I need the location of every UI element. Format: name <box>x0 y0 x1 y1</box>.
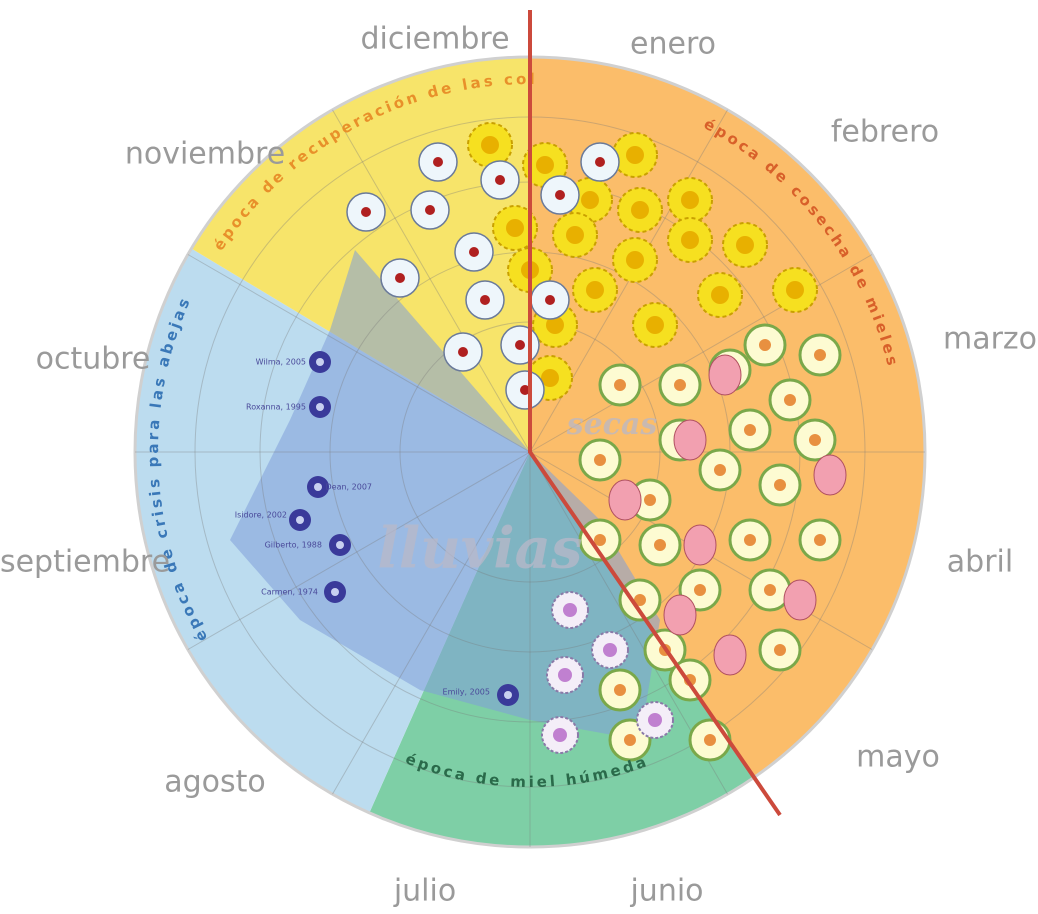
pink-flower <box>674 420 706 460</box>
flower-center <box>759 339 771 351</box>
flower-center <box>646 316 664 334</box>
flower-center <box>674 379 686 391</box>
hurricane-label: Gilberto, 1988 <box>265 541 322 550</box>
month-label: octubre <box>36 342 151 377</box>
hurricane-label: Wilma, 2005 <box>256 358 306 367</box>
flower-center <box>545 295 555 305</box>
flower-center <box>744 534 756 546</box>
flower-center <box>594 454 606 466</box>
rain-label: lluvias <box>378 516 583 582</box>
flower-center <box>786 281 804 299</box>
flower-center <box>694 584 706 596</box>
pink-flower <box>684 525 716 565</box>
flower-center <box>361 207 371 217</box>
flower-center <box>433 157 443 167</box>
month-label: abril <box>947 545 1013 580</box>
hurricane-eye <box>314 483 322 491</box>
flower-center <box>481 136 499 154</box>
month-label: marzo <box>943 322 1037 357</box>
flower-center <box>631 201 649 219</box>
flower-center <box>515 340 525 350</box>
pink-flower <box>664 595 696 635</box>
month-label: julio <box>393 874 456 909</box>
flower-center <box>814 349 826 361</box>
hurricane-eye <box>504 691 512 699</box>
flower-center <box>566 226 584 244</box>
flower-center <box>814 534 826 546</box>
hurricane-label: Roxanna, 1995 <box>246 403 306 412</box>
dry-label: secas <box>566 407 658 442</box>
hurricane-label: Dean, 2007 <box>326 483 373 492</box>
flower-center <box>681 191 699 209</box>
hurricane-eye <box>336 541 344 549</box>
flower-center <box>555 190 565 200</box>
flower-center <box>581 191 599 209</box>
month-label: noviembre <box>125 137 285 172</box>
flower-center <box>480 295 490 305</box>
hurricane-label: Isidore, 2002 <box>235 511 287 520</box>
pink-flower <box>714 635 746 675</box>
pink-flower <box>814 455 846 495</box>
hurricane-label: Carmen, 1974 <box>261 588 318 597</box>
pink-flower <box>709 355 741 395</box>
month-label: agosto <box>164 765 266 800</box>
flower-center <box>558 668 572 682</box>
flower-center <box>603 643 617 657</box>
flower-center <box>506 219 524 237</box>
flower-center <box>704 734 716 746</box>
hurricane-eye <box>316 358 324 366</box>
flower-center <box>736 236 754 254</box>
flower-center <box>681 231 699 249</box>
flower-center <box>425 205 435 215</box>
flower-center <box>648 713 662 727</box>
flower-center <box>614 684 626 696</box>
flower-center <box>595 157 605 167</box>
flower-center <box>553 728 567 742</box>
hurricane-eye <box>296 516 304 524</box>
flower-center <box>809 434 821 446</box>
month-label: mayo <box>856 740 940 775</box>
month-label: diciembre <box>360 22 509 57</box>
flower-center <box>626 146 644 164</box>
flower-center <box>495 175 505 185</box>
flower-center <box>536 156 554 174</box>
flower-center <box>626 251 644 269</box>
flower-center <box>654 539 666 551</box>
hurricane-eye <box>331 588 339 596</box>
hurricane-label: Emily, 2005 <box>443 688 490 697</box>
month-label: febrero <box>831 115 939 150</box>
flower-center <box>644 494 656 506</box>
pink-flower <box>609 480 641 520</box>
flower-center <box>774 644 786 656</box>
flower-center <box>586 281 604 299</box>
month-label: septiembre <box>0 545 170 580</box>
flower-center <box>469 247 479 257</box>
flower-center <box>458 347 468 357</box>
flower-center <box>395 273 405 283</box>
month-label: junio <box>629 874 703 909</box>
hurricane-eye <box>316 403 324 411</box>
flower-center <box>784 394 796 406</box>
flower-center <box>774 479 786 491</box>
bee-calendar: lluvias secas época de recuperación de l… <box>0 0 1038 914</box>
flower-center <box>711 286 729 304</box>
flower-center <box>764 584 776 596</box>
flower-center <box>624 734 636 746</box>
flower-center <box>714 464 726 476</box>
flower-center <box>563 603 577 617</box>
pink-flower <box>784 580 816 620</box>
flower-center <box>744 424 756 436</box>
flower-center <box>614 379 626 391</box>
month-label: enero <box>630 27 716 62</box>
